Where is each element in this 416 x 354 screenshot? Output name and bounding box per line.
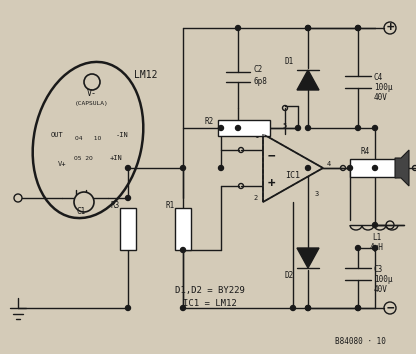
Circle shape <box>290 306 295 310</box>
Text: −: − <box>267 149 275 162</box>
Polygon shape <box>263 134 323 202</box>
Text: -IN: -IN <box>116 132 129 138</box>
Text: C3: C3 <box>374 266 383 274</box>
Circle shape <box>74 192 94 212</box>
Text: +: + <box>386 22 394 34</box>
Text: IC1 = LM12: IC1 = LM12 <box>183 299 237 308</box>
Circle shape <box>305 166 310 171</box>
Bar <box>350 159 396 177</box>
Circle shape <box>305 126 310 131</box>
Circle shape <box>356 25 361 30</box>
Circle shape <box>356 126 361 131</box>
Circle shape <box>347 166 352 171</box>
Circle shape <box>356 306 361 310</box>
Text: C1: C1 <box>77 207 86 217</box>
Text: R4: R4 <box>360 148 370 156</box>
Text: D1,D2 = BY229: D1,D2 = BY229 <box>175 285 245 295</box>
Circle shape <box>218 166 223 171</box>
Polygon shape <box>297 248 319 268</box>
Text: R1: R1 <box>166 200 175 210</box>
Text: 4μH: 4μH <box>370 244 384 252</box>
Circle shape <box>235 126 240 131</box>
Text: R3: R3 <box>111 200 120 210</box>
Circle shape <box>126 306 131 310</box>
Circle shape <box>84 74 100 90</box>
Polygon shape <box>395 150 409 186</box>
Circle shape <box>372 166 377 171</box>
Circle shape <box>126 195 131 200</box>
Circle shape <box>218 126 223 131</box>
Text: 1: 1 <box>254 133 258 139</box>
Text: −: − <box>386 302 394 314</box>
Text: O4   1O: O4 1O <box>75 136 101 141</box>
Polygon shape <box>297 70 319 90</box>
Circle shape <box>235 25 240 30</box>
Circle shape <box>181 166 186 171</box>
Text: IC1: IC1 <box>285 171 300 181</box>
Text: 2Ω2: 2Ω2 <box>366 160 381 170</box>
Text: V+: V+ <box>58 161 67 167</box>
Text: 5: 5 <box>283 123 287 129</box>
Circle shape <box>356 25 361 30</box>
Circle shape <box>372 126 377 131</box>
Text: 2: 2 <box>254 195 258 201</box>
Circle shape <box>305 306 310 310</box>
Text: D2: D2 <box>285 272 294 280</box>
Circle shape <box>372 223 377 228</box>
Text: D1: D1 <box>285 57 294 67</box>
Text: W: W <box>371 172 375 178</box>
Circle shape <box>305 25 310 30</box>
Circle shape <box>356 306 361 310</box>
Circle shape <box>305 306 310 310</box>
Text: LM12: LM12 <box>134 70 158 80</box>
Text: R2: R2 <box>205 118 214 126</box>
Circle shape <box>295 126 300 131</box>
Ellipse shape <box>33 62 144 218</box>
Circle shape <box>372 246 377 251</box>
Bar <box>175 208 191 250</box>
Text: 100μ: 100μ <box>374 275 393 285</box>
Text: 6p8: 6p8 <box>254 78 268 86</box>
Text: 4: 4 <box>327 161 331 167</box>
Text: C2: C2 <box>254 65 263 74</box>
Text: (CAPSULA): (CAPSULA) <box>75 101 109 105</box>
Text: 3: 3 <box>315 191 319 197</box>
Circle shape <box>126 166 131 171</box>
Text: V-: V- <box>87 88 97 97</box>
Text: 220k: 220k <box>234 124 254 132</box>
Text: B84080 · 10: B84080 · 10 <box>334 337 386 347</box>
Bar <box>218 120 270 136</box>
Text: 10k: 10k <box>180 223 186 235</box>
Text: 40V: 40V <box>374 285 388 295</box>
Circle shape <box>181 306 186 310</box>
Bar <box>120 208 136 250</box>
Text: 40V: 40V <box>374 93 388 103</box>
Text: C4: C4 <box>374 74 383 82</box>
Text: +: + <box>267 177 275 190</box>
Circle shape <box>305 25 310 30</box>
Text: L1: L1 <box>372 234 381 242</box>
Text: 100μ: 100μ <box>374 84 393 92</box>
Circle shape <box>356 246 361 251</box>
Text: 10k: 10k <box>125 223 131 235</box>
Circle shape <box>181 247 186 252</box>
Text: +IN: +IN <box>110 155 123 161</box>
Text: OUT: OUT <box>50 132 63 138</box>
Text: O5 2O: O5 2O <box>74 155 92 160</box>
